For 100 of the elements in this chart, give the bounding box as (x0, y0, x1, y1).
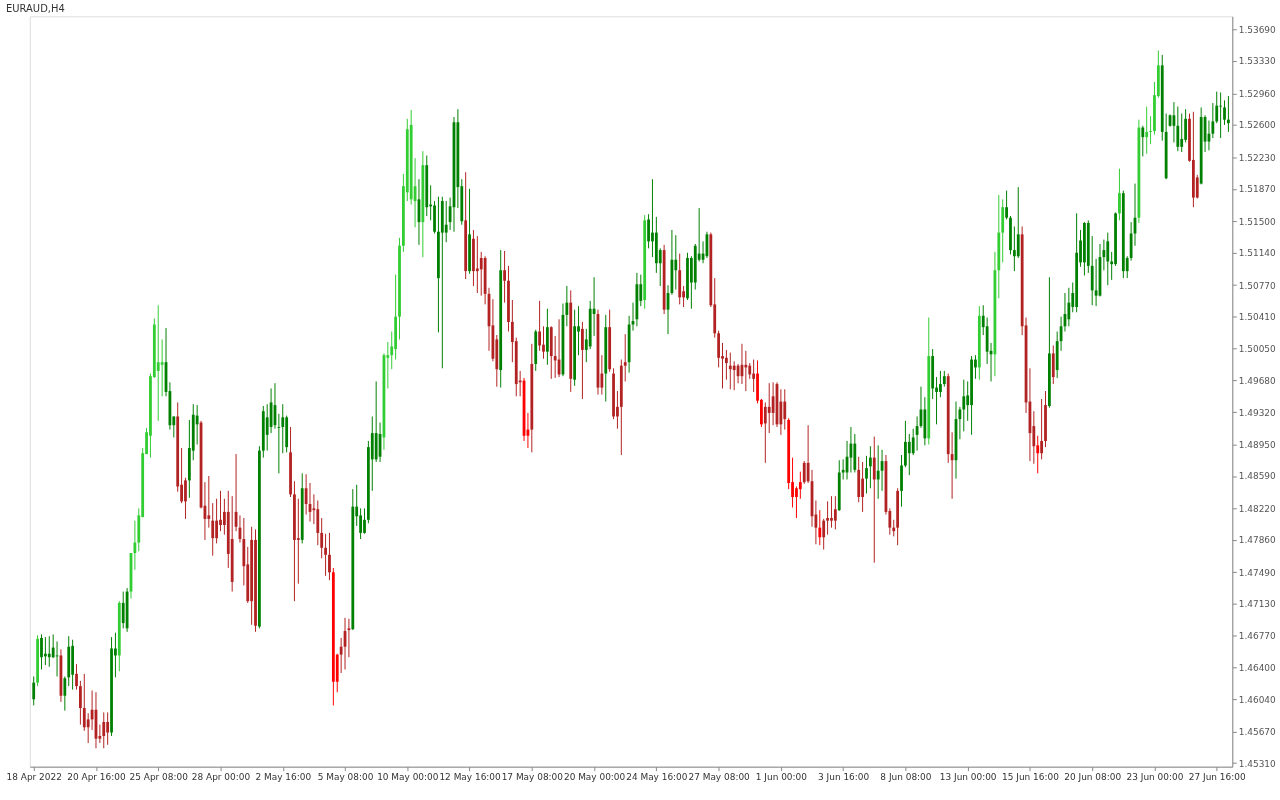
candlestick (1145, 106, 1149, 155)
x-tick-label: 20 May 00:00 (563, 772, 626, 783)
candlestick (732, 360, 736, 391)
candlestick (542, 325, 545, 360)
candlestick (1223, 99, 1226, 126)
candlestick (40, 633, 43, 670)
candlestick (1149, 115, 1152, 145)
candlestick (935, 376, 938, 425)
candlestick (296, 498, 300, 585)
candlestick (1215, 91, 1219, 124)
candlestick (363, 507, 366, 535)
candlestick (779, 388, 783, 436)
candlestick (1051, 345, 1055, 385)
y-tick-label: 1.52960 (1238, 88, 1277, 99)
candlestick (1016, 186, 1020, 259)
candlestick (156, 304, 160, 422)
y-tick-label: 1.52600 (1238, 120, 1277, 131)
y-tick-label: 1.48590 (1238, 471, 1277, 482)
candlestick (160, 338, 164, 397)
candlestick (184, 477, 187, 520)
y-tick-label: 1.46040 (1238, 694, 1277, 705)
candlestick (876, 444, 880, 500)
x-tick-label: 10 May 00:00 (377, 772, 439, 783)
candlestick (728, 352, 732, 390)
candlestick (55, 640, 59, 677)
x-tick-label: 20 Apr 16:00 (67, 772, 126, 783)
x-tick-label: 23 Jun 00:00 (1126, 772, 1184, 783)
y-tick-label: 1.50410 (1238, 312, 1277, 323)
y-tick-label: 1.49320 (1238, 407, 1277, 418)
candlestick (752, 359, 756, 393)
candlestick (121, 591, 125, 629)
x-tick-label: 3 Jun 16:00 (818, 772, 870, 783)
candlestick (211, 502, 215, 557)
candlestick (818, 509, 822, 546)
candlestick (1180, 113, 1184, 153)
x-tick-label: 20 Jun 08:00 (1064, 772, 1122, 783)
x-tick-label: 2 May 16:00 (255, 772, 312, 783)
x-tick-label: 25 Apr 08:00 (129, 772, 189, 783)
candlestick (783, 388, 787, 431)
candlestick (826, 500, 829, 536)
y-tick-label: 1.45670 (1238, 727, 1277, 738)
y-tick-label: 1.46400 (1238, 663, 1277, 674)
y-tick-label: 1.48950 (1238, 439, 1277, 450)
x-tick-label: 15 Jun 16:00 (1002, 772, 1060, 783)
candlestick (82, 673, 86, 732)
candlestick (47, 635, 51, 668)
candlestick (328, 532, 331, 581)
candlestick (359, 507, 362, 540)
candlestick (1219, 92, 1223, 139)
candlestick (674, 234, 678, 291)
candlestick (1227, 95, 1230, 133)
y-tick-label: 1.48220 (1238, 503, 1277, 514)
x-tick-label: 27 Jun 16:00 (1188, 772, 1246, 783)
candlestick (907, 433, 911, 476)
candlestick (795, 486, 798, 519)
candlestick (1005, 190, 1008, 220)
candlestick (868, 445, 872, 489)
candlestick (1012, 225, 1016, 272)
candlestick (75, 663, 78, 691)
candlestick (1036, 435, 1040, 474)
candlestick (106, 711, 110, 746)
candlestick (623, 333, 627, 382)
candlestick (822, 518, 826, 551)
candlestick (1040, 398, 1044, 460)
y-tick-label: 1.47490 (1238, 567, 1277, 578)
y-tick-label: 1.52230 (1238, 152, 1277, 163)
x-tick-label: 12 May 16:00 (439, 772, 502, 783)
y-tick-label: 1.50770 (1238, 280, 1277, 291)
x-tick-label: 17 May 08:00 (501, 772, 564, 783)
y-tick-label: 1.53690 (1238, 24, 1277, 35)
candlestick (32, 675, 36, 706)
y-tick-label: 1.53330 (1238, 56, 1277, 67)
x-tick-label: 8 Jun 08:00 (880, 772, 932, 783)
x-tick-label: 13 Jun 00:00 (939, 772, 997, 783)
x-tick-label: 5 May 08:00 (317, 772, 374, 783)
x-tick-label: 24 May 16:00 (626, 772, 688, 783)
candlestick (763, 401, 767, 464)
chart-title: EURAUD,H4 (6, 3, 65, 15)
candlestick (833, 495, 837, 530)
candlestick (861, 461, 864, 513)
candlestick (1141, 125, 1145, 157)
y-tick-label: 1.49680 (1238, 376, 1277, 387)
candlestick (647, 213, 650, 249)
candlestick (324, 533, 327, 577)
x-tick-label: 28 Apr 00:00 (191, 772, 251, 783)
candlestick (503, 250, 506, 304)
candlestick (63, 675, 67, 712)
x-tick-label: 18 Apr 2022 (6, 772, 62, 783)
candlestick (1176, 106, 1180, 152)
candlestick (320, 517, 324, 559)
candlestick (479, 251, 483, 297)
candlestick (1106, 232, 1110, 286)
y-tick-label: 1.51500 (1238, 216, 1277, 227)
y-tick-label: 1.45310 (1238, 758, 1277, 769)
y-tick-label: 1.46770 (1238, 630, 1277, 641)
candlestick (79, 680, 82, 726)
candlestick (102, 711, 106, 749)
x-tick-label: 27 May 08:00 (688, 772, 751, 783)
candlestick (830, 495, 833, 529)
candlestick (581, 321, 584, 400)
